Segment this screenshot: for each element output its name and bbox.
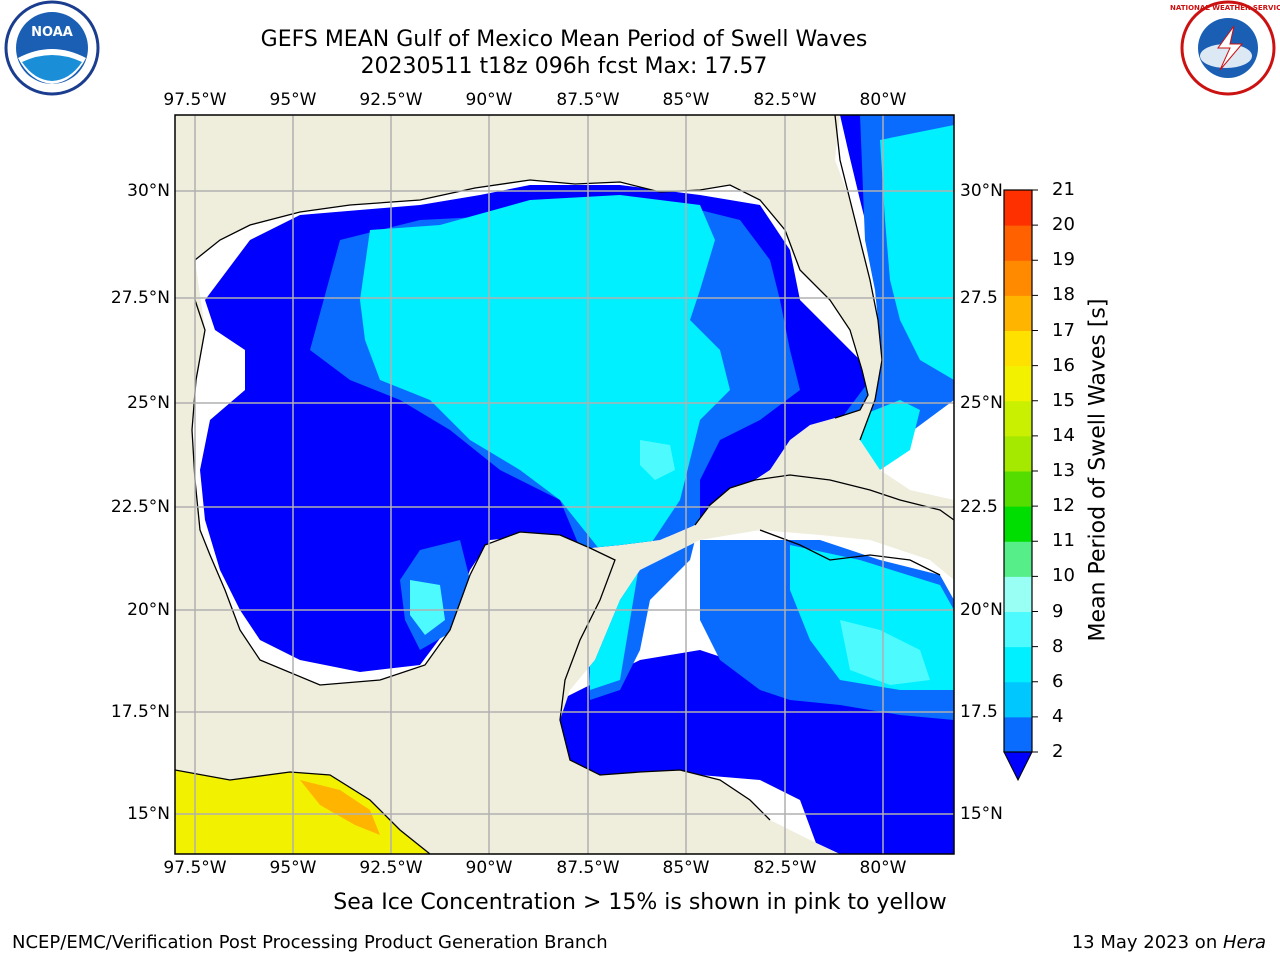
lon-label-bottom: 90°W — [465, 858, 513, 878]
footer-credit: NCEP/EMC/Verification Post Processing Pr… — [12, 932, 608, 953]
colorbar-segment — [1004, 506, 1032, 542]
lon-label-bottom: 97.5°W — [163, 858, 227, 878]
colorbar-tick-label: 12 — [1052, 495, 1075, 517]
lat-label-right: 15°N — [960, 804, 1003, 824]
colorbar-segment — [1004, 611, 1032, 648]
colorbar-tick-label: 21 — [1052, 179, 1075, 200]
colorbar-tick-label: 2 — [1052, 741, 1064, 762]
lon-label-bottom: 87.5°W — [556, 858, 620, 878]
colorbar-segment — [1004, 435, 1032, 472]
colorbar-segment — [1004, 295, 1032, 331]
lat-label-right: 17.5 — [960, 702, 998, 722]
swell-band-4-6-atl — [880, 125, 954, 380]
colorbar-segment — [1004, 225, 1032, 261]
lon-label-top: 87.5°W — [556, 90, 620, 110]
lon-label-bottom: 82.5°W — [753, 858, 817, 878]
colorbar-segment — [1004, 716, 1032, 753]
lon-label-bottom: 92.5°W — [359, 858, 423, 878]
sea-ice-note: Sea Ice Concentration > 15% is shown in … — [333, 890, 947, 915]
colorbar-tick-label: 17 — [1052, 319, 1075, 341]
colorbar-tick-label: 8 — [1052, 635, 1064, 657]
lon-label-top: 92.5°W — [359, 90, 423, 110]
colorbar-segment — [1004, 190, 1032, 226]
colorbar-segment — [1004, 400, 1032, 437]
colorbar-extend-arrow — [1003, 751, 1033, 782]
colorbar-tick-label: 14 — [1052, 424, 1075, 446]
colorbar-tick-label: 18 — [1052, 284, 1075, 306]
swell-band-6-8 — [640, 440, 675, 480]
lon-label-top: 85°W — [662, 90, 710, 110]
lat-label-left: 17.5°N — [110, 702, 170, 722]
map-title: GEFS MEAN Gulf of Mexico Mean Period of … — [260, 27, 868, 52]
lat-label-right: 22.5 — [960, 497, 998, 517]
lat-label-right: 25°N — [960, 393, 1003, 413]
lon-label-top: 80°W — [859, 90, 907, 110]
footer-date-text: 13 May 2023 on — [1071, 932, 1223, 953]
colorbar-tick-label: 9 — [1052, 600, 1064, 622]
colorbar-tick-label: 4 — [1052, 705, 1064, 727]
colorbar-segment — [1004, 260, 1032, 296]
colorbar-tick-label: 6 — [1052, 670, 1064, 692]
swell-band-6-8-carib — [840, 620, 930, 685]
colorbar-segment — [1004, 365, 1032, 402]
swell-band-6-8-bay — [410, 580, 445, 635]
colorbar-segment — [1004, 330, 1032, 367]
colorbar-tick-label: 19 — [1052, 249, 1075, 271]
colorbar — [1003, 189, 1038, 782]
lat-label-right: 27.5 — [960, 288, 998, 308]
colorbar-tick-label: 20 — [1052, 214, 1075, 236]
lat-label-right: 20°N — [960, 600, 1003, 620]
lon-label-top: 82.5°W — [753, 90, 817, 110]
colorbar-tick-label: 11 — [1052, 530, 1075, 552]
lat-label-left: 27.5°N — [110, 288, 170, 308]
colorbar-segment — [1004, 681, 1032, 718]
map-frame — [174, 114, 955, 855]
colorbar-tick-label: 15 — [1052, 389, 1075, 411]
lat-label-right: 30°N — [960, 181, 1003, 201]
colorbar-segment — [1004, 576, 1032, 612]
lat-label-left: 15°N — [127, 804, 170, 824]
colorbar-segment — [1004, 471, 1032, 507]
lon-label-bottom: 80°W — [859, 858, 907, 878]
colorbar-tick-label: 10 — [1052, 565, 1075, 587]
lat-label-left: 20°N — [127, 600, 170, 620]
map-subtitle: 20230511 t18z 096h fcst Max: 17.57 — [360, 54, 768, 79]
graticule — [175, 115, 954, 854]
footer-date: 13 May 2023 on Hera — [1072, 932, 1266, 953]
colorbar-segment — [1004, 541, 1032, 577]
colorbar-segment — [1004, 646, 1032, 683]
colorbar-label: Mean Period of Swell Waves [s] — [1085, 298, 1111, 642]
pacific-field — [175, 770, 430, 854]
lat-label-left: 25°N — [127, 393, 170, 413]
pacific-field-high — [300, 780, 380, 835]
colorbar-tick-label: 16 — [1052, 354, 1075, 376]
lon-label-bottom: 85°W — [662, 858, 710, 878]
map-area — [175, 115, 954, 854]
lon-label-top: 90°W — [465, 90, 513, 110]
lat-label-left: 22.5°N — [110, 497, 170, 517]
lon-label-top: 95°W — [269, 90, 317, 110]
lon-label-bottom: 95°W — [269, 858, 317, 878]
lat-label-left: 30°N — [127, 181, 170, 201]
footer-host: Hera — [1222, 932, 1266, 953]
lon-label-top: 97.5°W — [163, 90, 227, 110]
colorbar-tick-label: 13 — [1052, 460, 1075, 481]
